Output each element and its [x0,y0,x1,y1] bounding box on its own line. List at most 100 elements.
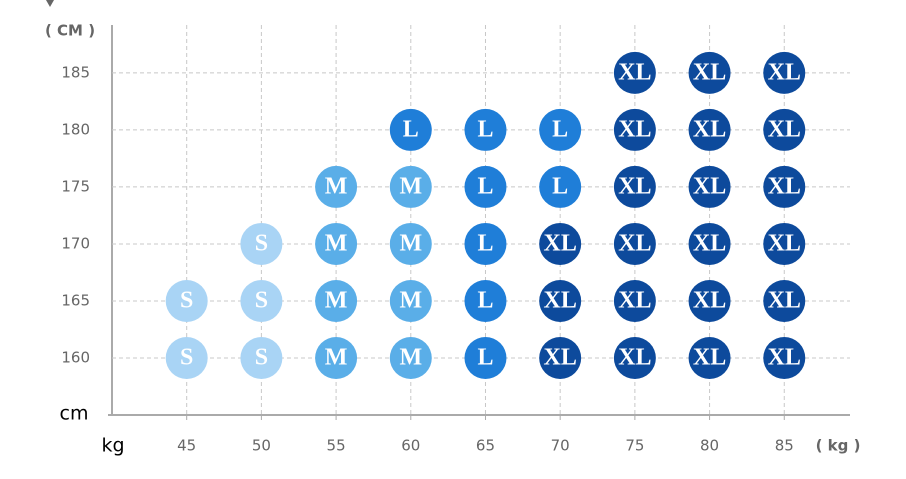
size-label: S [180,287,193,313]
x-tick-label: 65 [476,437,495,455]
size-dot [688,336,731,379]
size-dot [464,336,507,379]
y-tick-label: 165 [61,291,90,309]
y-tick-label: 175 [61,177,90,195]
axis-arrow [46,0,54,7]
y-tick-label: 170 [61,234,90,252]
size-label: XL [618,287,651,313]
x-unit: kg [101,435,124,457]
size-dot [763,336,806,379]
size-dot [613,165,656,208]
size-label: M [325,287,348,313]
x-axis-label: ( kg ) [816,437,861,455]
size-dot [240,336,283,379]
size-label: XL [544,230,577,256]
size-label: XL [768,287,801,313]
size-dot [763,165,806,208]
size-label: L [477,344,493,370]
size-dot [464,165,507,208]
size-dot [539,279,582,322]
size-label: XL [768,116,801,142]
size-dot [688,51,731,94]
size-dot [389,336,432,379]
x-tick-label: 70 [551,437,570,455]
size-dot [539,108,582,151]
size-label: M [325,344,348,370]
size-dot [763,51,806,94]
size-label: L [477,116,493,142]
size-label: XL [768,59,801,85]
x-tick-label: 55 [327,437,346,455]
size-label: XL [768,173,801,199]
size-dot [389,165,432,208]
x-tick-label: 75 [625,437,644,455]
size-label: S [255,230,268,256]
size-dot [389,279,432,322]
size-dot [389,222,432,265]
size-label: S [255,344,268,370]
size-label: S [180,344,193,370]
size-dot [763,279,806,322]
size-label: S [255,287,268,313]
size-dot [464,279,507,322]
size-label: M [399,173,422,199]
size-label: M [399,344,422,370]
size-dot [688,108,731,151]
y-axis-label: ( CM ) [45,22,95,40]
size-dot [613,279,656,322]
size-label: XL [693,116,726,142]
size-label: L [477,230,493,256]
size-dot [165,336,208,379]
size-label: XL [693,59,726,85]
x-tick-label: 80 [700,437,719,455]
size-label: XL [693,287,726,313]
size-dot [389,108,432,151]
size-dot [539,336,582,379]
size-label: XL [618,230,651,256]
size-label: XL [544,287,577,313]
y-tick-label: 180 [61,120,90,138]
size-dot [688,165,731,208]
size-label: XL [618,116,651,142]
size-label: XL [618,344,651,370]
size-label: XL [693,230,726,256]
size-dot [165,279,208,322]
size-label: M [325,230,348,256]
size-label: L [477,287,493,313]
size-label: L [552,173,568,199]
size-label: XL [693,344,726,370]
size-dot [613,336,656,379]
size-dot [763,222,806,265]
size-dot [688,279,731,322]
size-dot [240,279,283,322]
size-label: XL [618,59,651,85]
size-label: L [552,116,568,142]
y-tick-label: 160 [61,348,90,366]
size-label: M [399,230,422,256]
size-label: XL [693,173,726,199]
y-tick-label: 185 [61,63,90,81]
x-tick-label: 45 [177,437,196,455]
size-dot [613,108,656,151]
size-dot [464,108,507,151]
size-label: M [325,173,348,199]
y-unit: cm [60,403,89,425]
size-label: L [477,173,493,199]
size-dot [763,108,806,151]
x-tick-label: 50 [252,437,271,455]
size-label: XL [618,173,651,199]
size-label: L [403,116,419,142]
size-dot [464,222,507,265]
size-dot [539,165,582,208]
size-label: M [399,287,422,313]
x-tick-label: 85 [775,437,794,455]
size-dot [315,336,358,379]
size-label: XL [768,230,801,256]
size-dot [613,222,656,265]
size-dot [539,222,582,265]
size-dot [240,222,283,265]
size-label: XL [544,344,577,370]
size-dot [613,51,656,94]
size-label: XL [768,344,801,370]
